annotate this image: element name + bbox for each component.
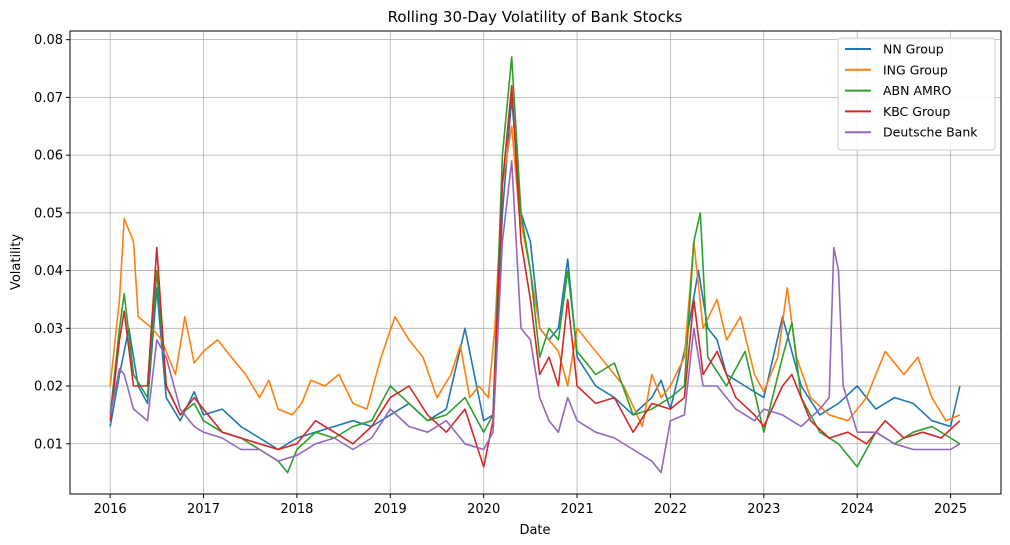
series-line-abn-amro bbox=[109, 56, 961, 474]
series-group bbox=[109, 56, 961, 474]
y-tick-label: 0.06 bbox=[34, 149, 63, 164]
legend-box bbox=[837, 37, 996, 151]
x-tick-label: 2018 bbox=[280, 502, 313, 517]
x-tick-label: 2025 bbox=[934, 502, 967, 517]
legend-label: ING Group bbox=[883, 62, 948, 77]
x-tick-label: 2024 bbox=[841, 502, 874, 517]
x-tick-label: 2021 bbox=[561, 502, 594, 517]
series-line-ing-group bbox=[109, 125, 961, 428]
legend-label: Deutsche Bank bbox=[883, 125, 978, 140]
series-line-deutsche-bank bbox=[109, 160, 961, 474]
y-tick-label: 0.05 bbox=[34, 206, 63, 221]
legend-label: ABN AMRO bbox=[883, 83, 951, 98]
y-tick-label: 0.02 bbox=[34, 380, 63, 395]
chart-title: Rolling 30-Day Volatility of Bank Stocks bbox=[388, 8, 683, 26]
y-axis-title: Volatility bbox=[9, 234, 24, 290]
y-tick-label: 0.01 bbox=[34, 437, 63, 452]
series-line-nn-group bbox=[109, 96, 961, 451]
legend-label: NN Group bbox=[883, 42, 944, 57]
y-tick-label: 0.07 bbox=[34, 91, 63, 106]
grid bbox=[70, 31, 1001, 494]
y-axis: 0.01 0.02 0.03 0.04 0.05 0.06 0.07 0.08 bbox=[34, 33, 70, 452]
x-tick-label: 2020 bbox=[467, 502, 500, 517]
x-tick-label: 2022 bbox=[654, 502, 687, 517]
x-tick-label: 2023 bbox=[747, 502, 780, 517]
y-tick-label: 0.03 bbox=[34, 322, 63, 337]
y-tick-label: 0.04 bbox=[34, 264, 63, 279]
y-tick-label: 0.08 bbox=[34, 33, 63, 48]
x-axis: 2016 2017 2018 2019 2020 2021 2022 2023 2024 2025 bbox=[94, 494, 967, 517]
plot-frame bbox=[69, 30, 1002, 495]
x-tick-label: 2019 bbox=[374, 502, 407, 517]
legend-label: KBC Group bbox=[883, 104, 950, 119]
legend: NN Group ING Group ABN AMRO KBC Group Deutsc… bbox=[837, 37, 996, 151]
x-tick-label: 2016 bbox=[94, 502, 127, 517]
x-axis-title: Date bbox=[519, 523, 550, 538]
series-line-kbc-group bbox=[109, 85, 961, 468]
x-tick-label: 2017 bbox=[187, 502, 220, 517]
